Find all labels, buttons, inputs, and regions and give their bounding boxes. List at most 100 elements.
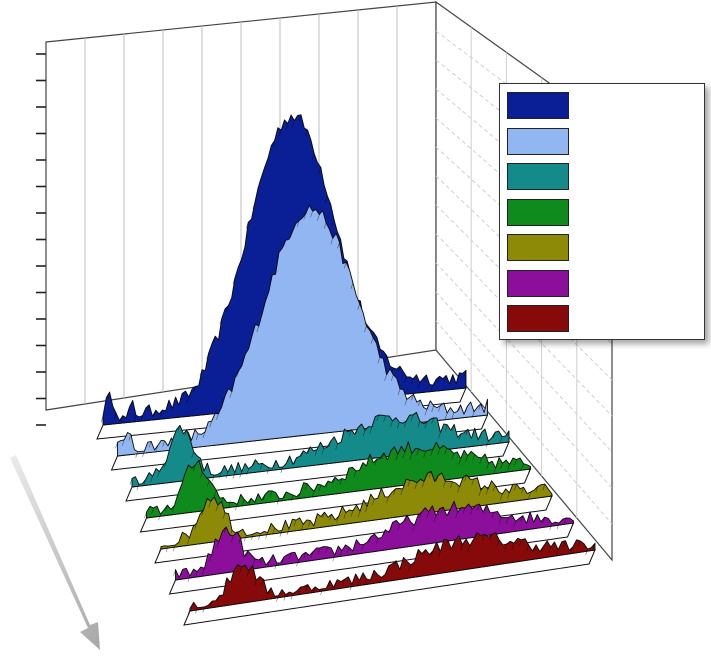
series-spike [354,539,357,546]
series-spike [401,557,404,564]
series-spike [294,457,297,464]
series-spike [404,399,408,406]
series-spike [409,453,413,460]
series-spike [256,326,260,333]
series-spike [364,506,368,513]
series-spike [374,459,378,466]
series-spike [195,433,199,440]
series-spike [227,502,231,509]
series-spike [243,354,246,361]
series-spike [393,488,396,495]
legend-item [507,197,569,228]
series-spike [504,543,507,551]
series-spike [195,607,198,614]
series-spike [253,580,257,587]
legend [499,83,705,340]
series-spike [283,240,286,247]
series-spike [360,462,364,469]
series-spike [272,527,276,535]
series-spike [367,454,371,461]
series-spike [465,429,469,436]
series-3-area [131,411,510,488]
series-spike [437,448,441,455]
series-spike [239,471,242,478]
series-spike [308,520,311,527]
series-spike [150,476,153,483]
series-spike [151,507,154,515]
series-spike [236,370,239,378]
series-spike [486,463,489,470]
series-spike [521,463,524,470]
series-spike [337,242,340,249]
series-spike [452,540,456,547]
series-spike [410,378,414,385]
series-spike [498,517,502,524]
series-spike [322,512,325,519]
legend-swatch [507,92,569,119]
series-spike [180,569,184,576]
series-spike [209,554,212,562]
diagonal-arrow-icon [10,455,100,650]
series-spike [428,471,432,478]
series-spike [269,490,273,498]
series-spike [258,533,261,540]
series-spike [368,536,372,543]
series-spike [293,519,297,527]
series-spike [325,546,328,553]
series-spike [556,522,560,530]
series-spike [303,552,307,559]
series-spike [296,220,300,227]
series-spike [252,202,256,210]
series-spike [241,499,245,506]
series-spike [464,474,467,482]
series-spike [255,493,259,500]
series-spike [173,397,176,404]
series-spike [506,430,510,438]
series-spike [267,560,270,567]
series-spike [520,515,524,522]
series-spike [115,442,118,449]
series-spike [577,540,581,547]
legend-item [507,303,569,334]
series-spike [260,557,263,564]
series-spike [180,532,183,539]
series-spike [186,464,189,472]
series-spike [438,551,441,558]
series-spike [431,405,434,412]
series-4-area [146,441,531,519]
series-spike [343,512,347,519]
series-spike [397,388,401,396]
legend-swatch [507,234,569,261]
series-spike [350,510,354,517]
series-spike [314,449,318,456]
series-spike [440,507,444,514]
series-spike [249,335,253,342]
series-spike [222,512,226,519]
series-spike [415,549,419,556]
series-spike [430,449,434,456]
series-spike [128,434,132,441]
series-spike [300,524,304,531]
series-spike [287,455,290,463]
series-spike [143,479,146,486]
series-spike [142,450,145,458]
series-spike [450,481,453,488]
series-spike [499,494,503,501]
series-spike [353,470,357,478]
series-spike [200,472,203,479]
series-spike [239,566,242,574]
series-spike [305,130,308,137]
legend-item [507,126,569,157]
series-spike [148,441,152,448]
series-spike [493,431,496,439]
series-spike [272,140,275,147]
series-spike [283,491,287,499]
series-spike [384,374,387,381]
series-spike [144,511,147,519]
series-spike [244,535,247,542]
series-spike [541,546,544,553]
series-spike [400,488,403,496]
series-spike [457,486,460,493]
series-spike [224,577,228,584]
series-spike [304,483,308,490]
